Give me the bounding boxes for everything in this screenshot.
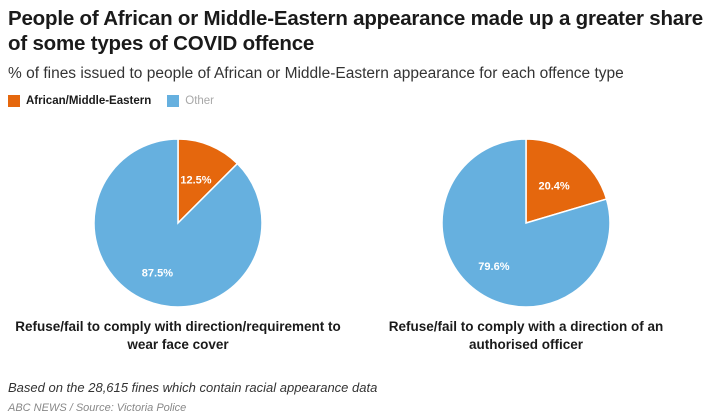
pie-caption-authorised-officer: Refuse/fail to comply with a direction o… <box>388 319 664 352</box>
chart-title: People of African or Middle-Eastern appe… <box>8 7 703 55</box>
pie-slice-authorised-officer-african-middle-eastern <box>525 138 608 225</box>
pie-label-face-cover-other: 87.5% <box>142 268 173 280</box>
legend-item-african-middle-eastern: African/Middle-Eastern <box>8 93 151 109</box>
legend-swatch-other <box>167 95 180 107</box>
pie-slice-face-cover-african-middle-eastern <box>177 138 239 225</box>
chart-subtitle: % of fines issued to people of African o… <box>8 65 624 82</box>
legend-item-other: Other <box>167 93 214 109</box>
pie-label-authorised-officer-other: 79.6% <box>478 261 509 273</box>
pie-slice-authorised-officer-other <box>441 138 611 308</box>
legend-label-african-middle-eastern: African/Middle-Eastern <box>26 95 152 107</box>
legend-swatch-african-middle-eastern <box>8 95 20 107</box>
pie-label-face-cover-african-middle-eastern: 12.5% <box>180 175 211 187</box>
footnote: Based on the 28,615 fines which contain … <box>8 380 378 395</box>
legend-label-other: Other <box>185 95 215 107</box>
pie-label-authorised-officer-african-middle-eastern: 20.4% <box>538 180 569 192</box>
pie-caption-face-cover: Refuse/fail to comply with direction/req… <box>15 319 341 352</box>
pie-slice-face-cover-other <box>93 138 263 308</box>
pie-charts: 12.5% 87.5% 20.4% 79.6% <box>93 138 611 308</box>
source-credit: ABC NEWS / Source: Victoria Police <box>8 402 187 414</box>
legend: African/Middle-Eastern Other <box>8 93 230 109</box>
